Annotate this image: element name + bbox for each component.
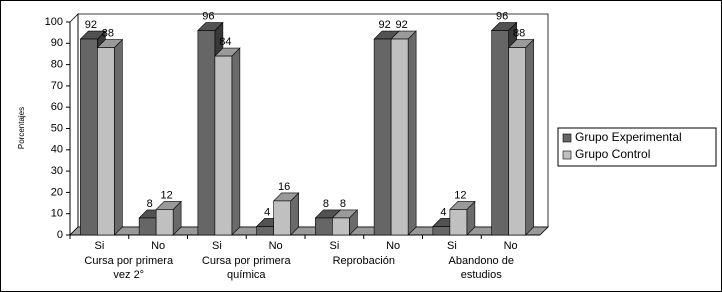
bar xyxy=(214,55,233,236)
bar xyxy=(155,209,174,236)
value-label: 8 xyxy=(340,198,346,210)
x-tick-label: Si xyxy=(329,240,339,252)
value-label: 96 xyxy=(202,10,214,22)
legend-swatch xyxy=(562,150,572,160)
value-label: 16 xyxy=(278,181,290,193)
group-label: vez 2° xyxy=(113,269,144,281)
y-tick-label: 0 xyxy=(57,229,63,241)
y-tick-label: 60 xyxy=(51,101,63,113)
x-tick-label: Si xyxy=(447,240,457,252)
value-label: 96 xyxy=(496,10,508,22)
bar-side xyxy=(231,47,241,236)
group-label: Reprobación xyxy=(333,255,395,267)
x-tick-label: No xyxy=(269,240,283,252)
legend-label: Grupo Experimental xyxy=(575,130,682,144)
value-label: 92 xyxy=(379,19,391,31)
value-label: 92 xyxy=(85,19,97,31)
group-label: Cursa por primera xyxy=(202,255,292,267)
y-tick-label: 40 xyxy=(51,144,63,156)
group-label: química xyxy=(227,269,266,281)
bar xyxy=(197,30,216,236)
y-tick-label: 80 xyxy=(51,59,63,71)
legend-swatch xyxy=(562,133,572,143)
value-label: 8 xyxy=(323,198,329,210)
bar xyxy=(256,226,274,236)
group-label: estudios xyxy=(461,269,502,281)
value-label: 8 xyxy=(147,198,153,210)
legend-label: Grupo Control xyxy=(575,147,650,161)
bar xyxy=(373,38,392,236)
x-tick-label: No xyxy=(386,240,400,252)
x-tick-label: No xyxy=(151,240,165,252)
bar xyxy=(315,217,333,236)
bar-side xyxy=(407,30,417,236)
y-tick-label: 30 xyxy=(51,165,63,177)
value-label: 84 xyxy=(219,36,231,48)
y-tick-label: 100 xyxy=(45,16,63,28)
value-label: 88 xyxy=(513,27,525,39)
bar xyxy=(97,47,115,236)
value-label: 4 xyxy=(264,206,270,218)
y-tick-label: 20 xyxy=(51,186,63,198)
bar xyxy=(273,200,291,236)
bar xyxy=(332,217,350,236)
bar xyxy=(432,226,451,236)
y-tick-label: 10 xyxy=(51,208,63,220)
bar xyxy=(449,209,468,236)
value-label: 88 xyxy=(102,27,114,39)
bar xyxy=(491,30,509,236)
y-tick-label: 50 xyxy=(51,122,63,134)
value-label: 12 xyxy=(454,189,466,201)
x-tick-label: No xyxy=(504,240,518,252)
value-label: 12 xyxy=(161,189,173,201)
y-tick-label: 90 xyxy=(51,37,63,49)
legend-box xyxy=(557,127,717,167)
bar xyxy=(390,38,409,236)
x-tick-label: Si xyxy=(212,240,222,252)
bar xyxy=(138,217,157,236)
value-label: 4 xyxy=(440,206,446,218)
y-tick-label: 70 xyxy=(51,80,63,92)
bar-side xyxy=(114,38,123,236)
group-label: Abandono de xyxy=(449,255,514,267)
group-label: Cursa por primera xyxy=(84,255,174,267)
value-label: 92 xyxy=(396,19,408,31)
bar xyxy=(80,38,98,236)
bar xyxy=(508,47,526,236)
x-tick-label: Si xyxy=(94,240,104,252)
bar-side xyxy=(525,38,534,236)
y-axis-label: Porcentajes xyxy=(17,107,26,149)
